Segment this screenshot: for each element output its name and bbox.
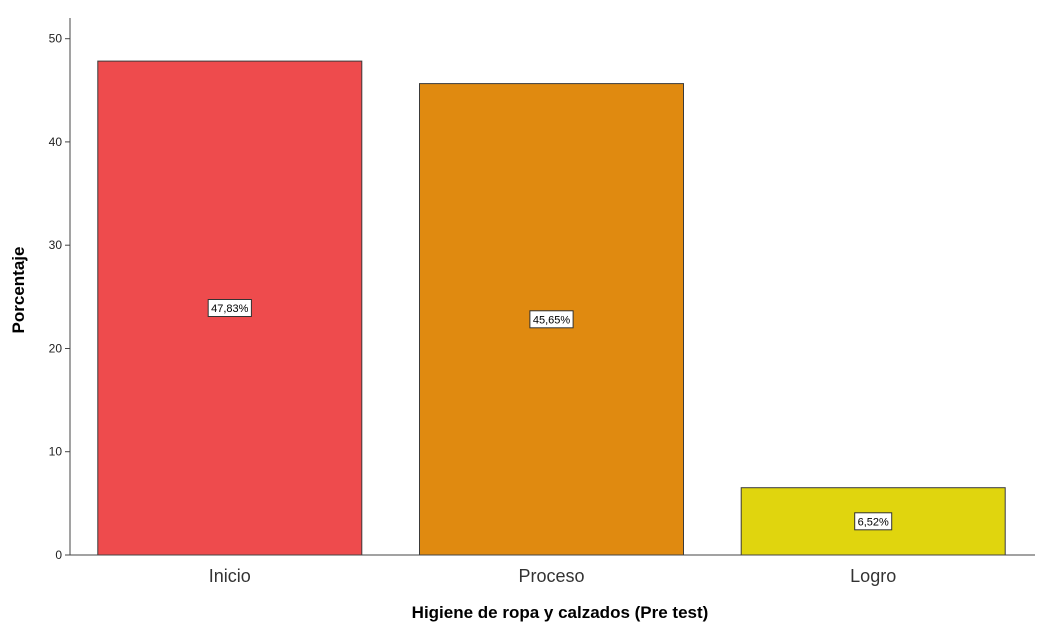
x-axis-title: Higiene de ropa y calzados (Pre test) xyxy=(412,603,709,622)
y-tick-label: 10 xyxy=(49,445,63,459)
y-tick-label: 40 xyxy=(49,135,63,149)
y-tick-label: 0 xyxy=(55,548,62,562)
data-label-box xyxy=(207,299,252,317)
data-labels-layer: 47,83% 45,65% 6,52% xyxy=(207,299,893,531)
y-ticks-layer: 0 10 20 30 40 50 xyxy=(49,32,70,562)
y-axis-title: Porcentaje xyxy=(9,247,28,334)
y-tick-label: 20 xyxy=(49,342,63,356)
x-tick-label-inicio: Inicio xyxy=(209,566,251,586)
y-tick-label: 30 xyxy=(49,238,63,252)
y-tick-label: 50 xyxy=(49,32,63,46)
data-label-text: 6,52% xyxy=(858,516,889,528)
x-categories-layer: Inicio Proceso Logro xyxy=(209,566,896,586)
data-label-logro: 6,52% xyxy=(854,512,893,531)
x-tick-label-proceso: Proceso xyxy=(518,566,584,586)
data-label-text: 45,65% xyxy=(533,314,571,326)
data-label-box xyxy=(854,512,893,531)
data-label-box xyxy=(529,310,574,329)
x-tick-label-logro: Logro xyxy=(850,566,896,586)
data-label-inicio: 47,83% xyxy=(207,299,252,317)
data-label-proceso: 45,65% xyxy=(529,310,574,329)
data-label-text: 47,83% xyxy=(211,303,249,315)
